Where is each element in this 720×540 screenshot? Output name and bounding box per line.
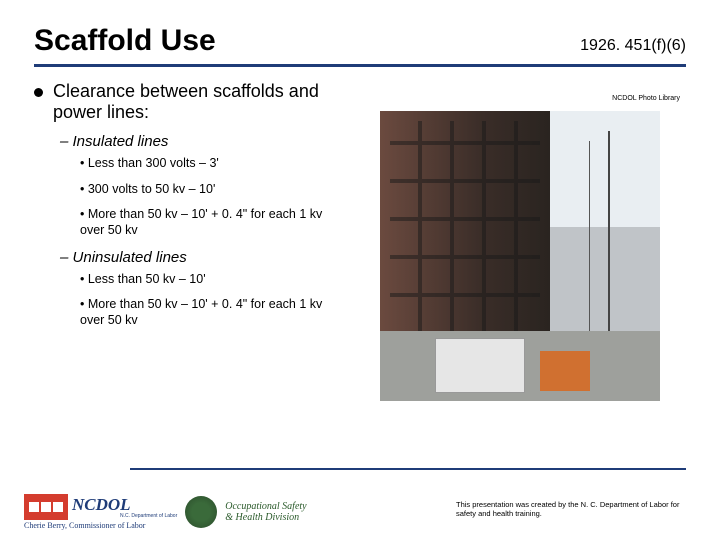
regulation-citation: 1926. 451(f)(6) <box>580 37 686 55</box>
list-item: More than 50 kv – 10' + 0. 4" for each 1… <box>80 207 340 238</box>
text-column: Clearance between scaffolds and power li… <box>34 81 364 401</box>
list-item: More than 50 kv – 10' + 0. 4" for each 1… <box>80 297 340 328</box>
osh-division-text: Occupational Safety & Health Division <box>225 501 306 523</box>
logo-subtext: N.C. Department of Labor <box>120 513 177 519</box>
photo-equipment <box>540 351 590 391</box>
osh-seal-icon <box>185 496 217 528</box>
content-row: Clearance between scaffolds and power li… <box>34 81 686 401</box>
section-uninsulated: Uninsulated lines Less than 50 kv – 10' … <box>60 249 364 329</box>
section-items: Less than 300 volts – 3' 300 volts to 50… <box>80 156 364 239</box>
footer-rule <box>130 468 686 470</box>
list-item: Less than 50 kv – 10' <box>80 272 340 288</box>
scaffold-photo <box>380 111 660 401</box>
section-heading: Insulated lines <box>60 133 364 150</box>
header-rule <box>34 64 686 67</box>
logo-badge-icon <box>24 494 68 520</box>
photo-equipment <box>435 338 525 393</box>
footer: NCDOL N.C. Department of Labor Cherie Be… <box>24 494 307 530</box>
disclaimer-text: This presentation was created by the N. … <box>456 500 686 518</box>
photo-windows <box>390 121 540 331</box>
photo-credit: NCDOL Photo Library <box>612 95 680 102</box>
ncdol-logo: NCDOL N.C. Department of Labor Cherie Be… <box>24 494 177 530</box>
header: Scaffold Use 1926. 451(f)(6) <box>34 24 686 64</box>
section-items: Less than 50 kv – 10' More than 50 kv – … <box>80 272 364 329</box>
slide-title: Scaffold Use <box>34 24 216 58</box>
main-bullet-text: Clearance between scaffolds and power li… <box>53 81 364 123</box>
list-item: Less than 300 volts – 3' <box>80 156 340 172</box>
bullet-icon <box>34 88 43 97</box>
logo-text: NCDOL <box>72 495 177 515</box>
commissioner-text: Cherie Berry, Commissioner of Labor <box>24 521 145 530</box>
slide: Scaffold Use 1926. 451(f)(6) Clearance b… <box>0 0 720 540</box>
section-insulated: Insulated lines Less than 300 volts – 3'… <box>60 133 364 239</box>
image-column: NCDOL Photo Library <box>380 81 686 401</box>
main-bullet: Clearance between scaffolds and power li… <box>34 81 364 123</box>
section-heading: Uninsulated lines <box>60 249 364 266</box>
list-item: 300 volts to 50 kv – 10' <box>80 182 340 198</box>
